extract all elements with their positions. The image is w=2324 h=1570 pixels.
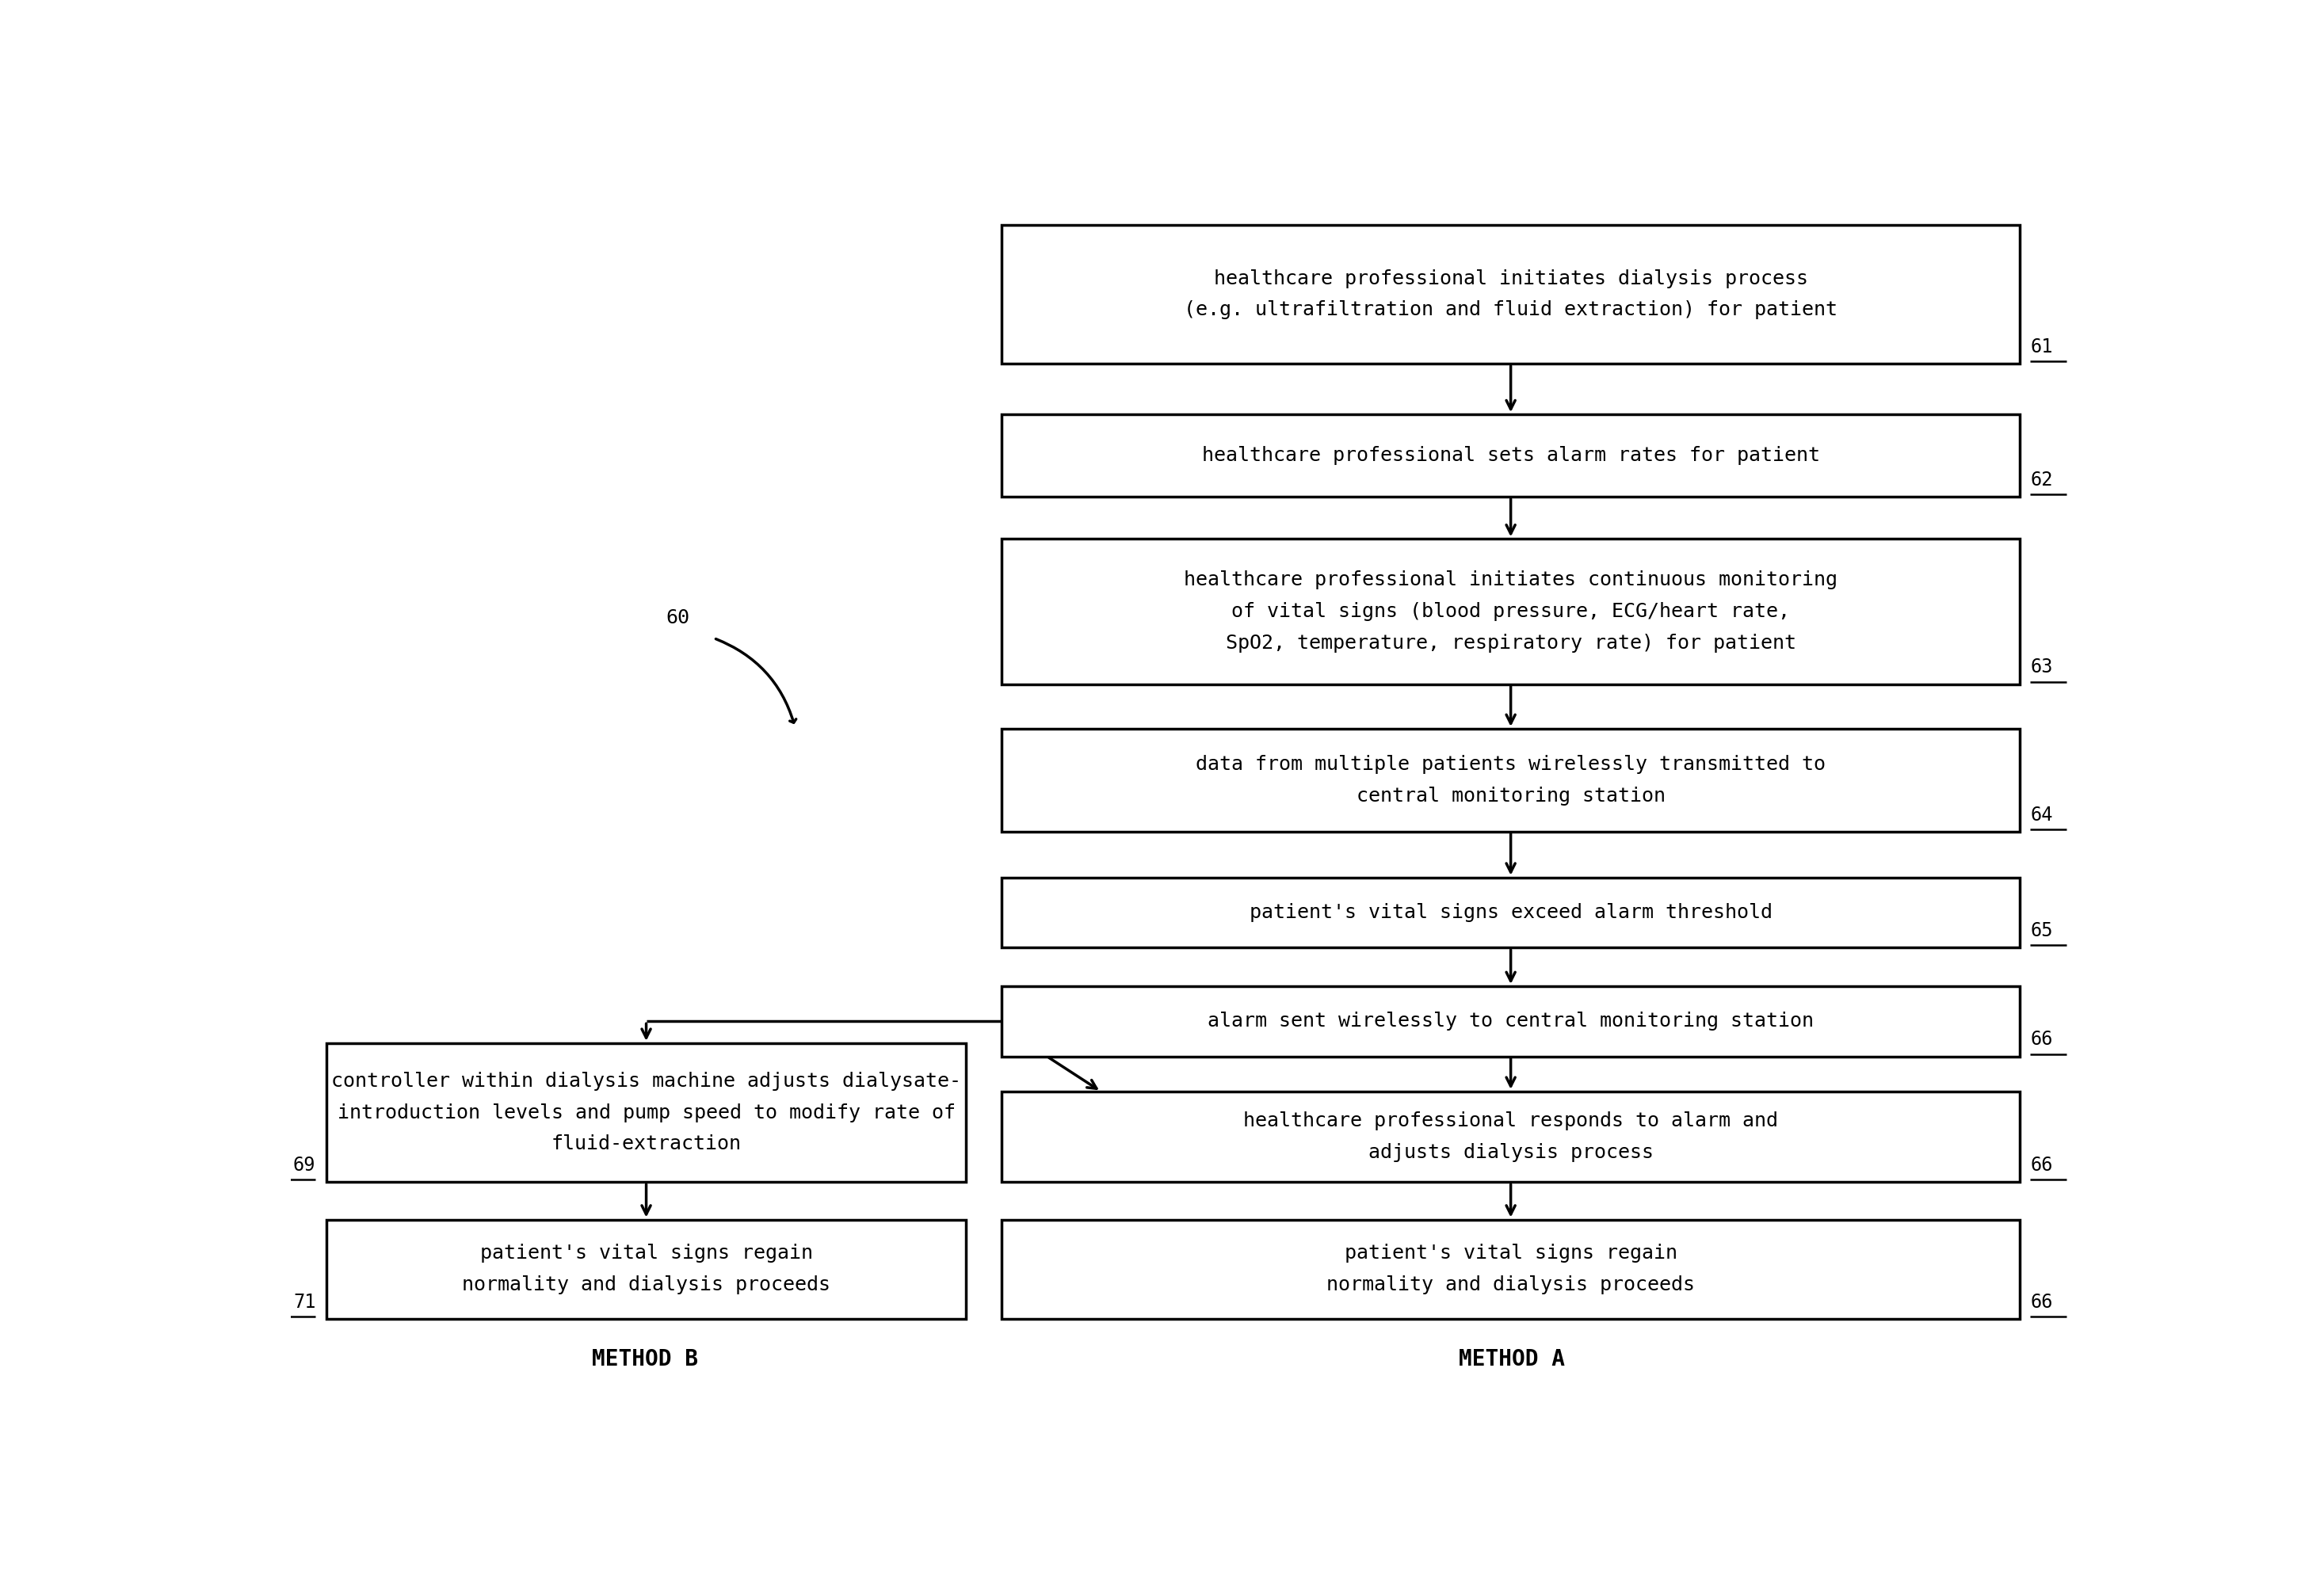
Text: 63: 63 [2031, 658, 2052, 677]
Text: 65: 65 [2031, 922, 2052, 940]
Text: central monitoring station: central monitoring station [1357, 787, 1666, 805]
Text: 61: 61 [2031, 338, 2052, 356]
Text: patient's vital signs exceed alarm threshold: patient's vital signs exceed alarm thres… [1250, 903, 1773, 922]
Bar [1002, 1091, 2020, 1182]
Text: 64: 64 [2031, 805, 2052, 824]
Text: normality and dialysis proceeds: normality and dialysis proceeds [462, 1275, 830, 1294]
Text: patient's vital signs regain: patient's vital signs regain [1343, 1243, 1678, 1262]
Bar [1002, 1220, 2020, 1319]
Text: healthcare professional responds to alarm and: healthcare professional responds to alar… [1243, 1112, 1778, 1130]
Bar [325, 1220, 967, 1319]
Bar [1002, 878, 2020, 948]
Bar [1002, 728, 2020, 832]
Text: METHOD A: METHOD A [1459, 1349, 1564, 1371]
Text: alarm sent wirelessly to central monitoring station: alarm sent wirelessly to central monitor… [1208, 1011, 1813, 1031]
Bar [1002, 539, 2020, 685]
Text: controller within dialysis machine adjusts dialysate-: controller within dialysis machine adjus… [332, 1072, 962, 1091]
Text: introduction levels and pump speed to modify rate of: introduction levels and pump speed to mo… [337, 1104, 955, 1123]
Text: 66: 66 [2031, 1156, 2052, 1174]
Text: healthcare professional sets alarm rates for patient: healthcare professional sets alarm rates… [1202, 446, 1820, 465]
Text: of vital signs (blood pressure, ECG/heart rate,: of vital signs (blood pressure, ECG/hear… [1232, 601, 1789, 622]
Text: 60: 60 [667, 608, 690, 626]
Text: adjusts dialysis process: adjusts dialysis process [1369, 1143, 1652, 1162]
Text: 66: 66 [2031, 1030, 2052, 1049]
Text: 62: 62 [2031, 471, 2052, 490]
Text: patient's vital signs regain: patient's vital signs regain [479, 1243, 813, 1262]
Text: METHOD B: METHOD B [593, 1349, 700, 1371]
Text: SpO2, temperature, respiratory rate) for patient: SpO2, temperature, respiratory rate) for… [1225, 633, 1796, 653]
Bar [325, 1042, 967, 1182]
Bar [1002, 225, 2020, 364]
Bar [1002, 414, 2020, 496]
Text: 66: 66 [2031, 1292, 2052, 1311]
Text: 71: 71 [293, 1292, 316, 1311]
Bar [1002, 986, 2020, 1057]
Text: data from multiple patients wirelessly transmitted to: data from multiple patients wirelessly t… [1197, 755, 1827, 774]
Text: (e.g. ultrafiltration and fluid extraction) for patient: (e.g. ultrafiltration and fluid extracti… [1183, 300, 1838, 319]
Text: fluid-extraction: fluid-extraction [551, 1135, 741, 1154]
Text: 69: 69 [293, 1156, 316, 1174]
Text: normality and dialysis proceeds: normality and dialysis proceeds [1327, 1275, 1694, 1294]
Text: healthcare professional initiates continuous monitoring: healthcare professional initiates contin… [1183, 570, 1838, 590]
FancyArrowPatch shape [716, 639, 797, 722]
Text: healthcare professional initiates dialysis process: healthcare professional initiates dialys… [1213, 268, 1808, 287]
